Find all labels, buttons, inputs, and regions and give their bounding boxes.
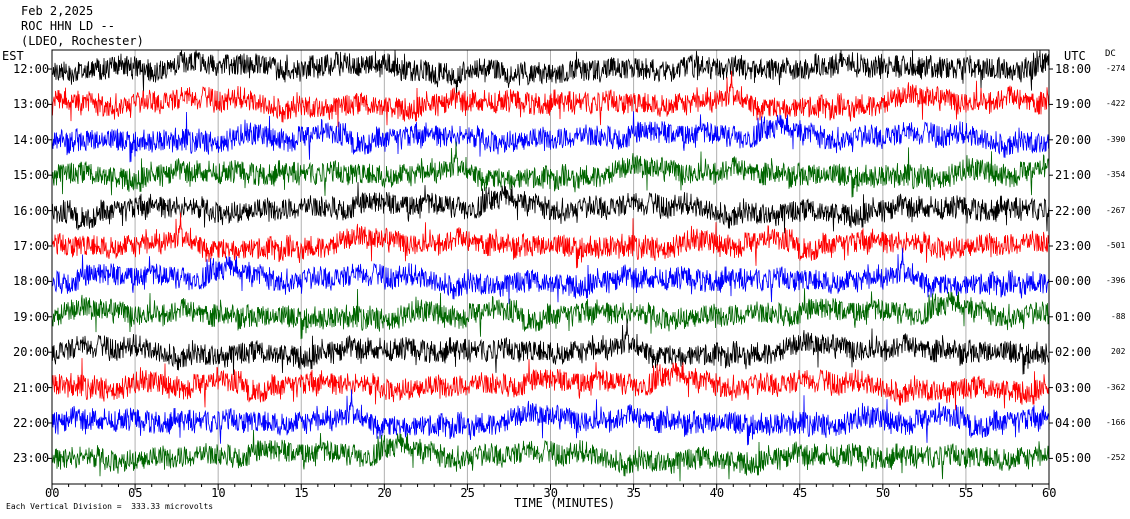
dc-label: -422 <box>1106 99 1126 109</box>
utc-label: 02:00 <box>1055 345 1092 360</box>
x-tick-label: 20 <box>377 486 392 500</box>
dc-label: -354 <box>1106 170 1126 180</box>
dc-label: -362 <box>1106 382 1126 392</box>
dc-label: -166 <box>1106 418 1126 427</box>
utc-label: 03:00 <box>1055 380 1092 395</box>
x-tick-label: 25 <box>460 486 475 500</box>
utc-label: 21:00 <box>1055 168 1092 183</box>
scale-note: Each Vertical Division = 333.33 microvol… <box>6 502 214 511</box>
utc-label: 05:00 <box>1055 451 1092 466</box>
x-tick-label: 05 <box>128 486 143 500</box>
est-label: 19:00 <box>13 309 50 324</box>
x-tick-label: 50 <box>875 486 891 500</box>
est-label: 20:00 <box>13 345 50 360</box>
trace-2000 <box>51 318 1050 376</box>
est-label: 15:00 <box>13 168 50 183</box>
utc-label: 22:00 <box>1055 203 1092 218</box>
utc-label: 00:00 <box>1055 274 1092 289</box>
x-tick-label: 40 <box>709 486 725 500</box>
utc-label: 18:00 <box>1055 62 1092 76</box>
est-axis-title: EST <box>2 49 24 63</box>
dc-label: -501 <box>1106 241 1126 250</box>
dc-label: 202 <box>1111 347 1126 357</box>
trace-group <box>51 49 1050 482</box>
dc-label: -267 <box>1106 205 1126 215</box>
trace-1800 <box>51 247 1050 305</box>
est-label: 21:00 <box>13 380 50 395</box>
dc-label: -396 <box>1106 276 1126 286</box>
est-label: 18:00 <box>13 274 50 289</box>
est-label: 12:00 <box>13 62 50 76</box>
x-tick-label: 30 <box>543 486 558 500</box>
est-label: 14:00 <box>13 132 50 147</box>
dc-label: -390 <box>1106 134 1126 144</box>
est-label: 17:00 <box>13 239 50 253</box>
trace-1300 <box>51 70 1050 128</box>
utc-label: 23:00 <box>1055 239 1092 253</box>
x-tick-label: 10 <box>211 486 226 500</box>
trace-2100 <box>51 358 1050 411</box>
x-tick-label: 35 <box>626 486 642 500</box>
utc-label: 19:00 <box>1055 97 1092 112</box>
utc-label: 04:00 <box>1055 416 1092 430</box>
utc-label: 20:00 <box>1055 132 1092 147</box>
dc-axis-title: DC <box>1105 49 1116 59</box>
date-label: Feb 2,2025 <box>21 4 94 18</box>
plot-frame <box>48 49 1053 490</box>
utc-axis-title: UTC <box>1064 49 1086 63</box>
est-label: 13:00 <box>13 97 50 112</box>
plot-border <box>51 49 1050 485</box>
trace-1200 <box>51 49 1050 96</box>
x-tick-label: 15 <box>294 486 309 500</box>
x-axis-title: TIME (MINUTES) <box>514 496 616 510</box>
x-tick-label: 55 <box>958 486 974 500</box>
trace-2200 <box>51 389 1050 446</box>
network-label: (LDEO, Rochester) <box>21 34 144 48</box>
trace-1700 <box>51 212 1050 269</box>
est-label: 23:00 <box>13 451 50 466</box>
trace-1500 <box>51 141 1050 198</box>
trace-1600 <box>51 182 1050 234</box>
x-tick-label: 00 <box>45 486 60 500</box>
est-label: 22:00 <box>13 416 50 430</box>
trace-2300 <box>51 429 1050 482</box>
trace-1900 <box>51 288 1050 340</box>
utc-label: 01:00 <box>1055 309 1092 324</box>
dc-label: -252 <box>1106 453 1126 463</box>
dc-label: -88 <box>1111 311 1126 321</box>
station-label: ROC HHN LD -- <box>21 19 115 33</box>
x-tick-label: 45 <box>792 486 808 500</box>
est-label: 16:00 <box>13 203 50 218</box>
trace-1400 <box>51 111 1050 163</box>
dc-label: -274 <box>1106 64 1126 73</box>
x-tick-label: 60 <box>1042 486 1057 500</box>
